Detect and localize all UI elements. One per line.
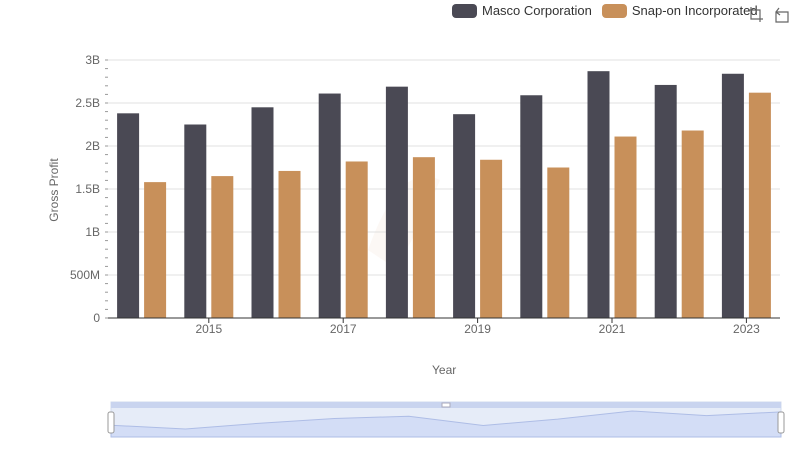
x-tick-label: 2023 — [733, 322, 760, 336]
legend-swatch-snapon — [601, 3, 627, 18]
bar-masco-2021[interactable] — [587, 71, 610, 319]
bar-snapon-2023[interactable] — [748, 92, 771, 319]
bars — [117, 71, 771, 319]
bar-masco-2018[interactable] — [385, 86, 408, 318]
bar-snapon-2022[interactable] — [681, 130, 704, 318]
data-zoom-slider[interactable] — [107, 401, 785, 438]
bar-snapon-2017[interactable] — [345, 161, 368, 318]
bar-snapon-2015[interactable] — [211, 176, 234, 318]
bar-masco-2017[interactable] — [318, 93, 341, 318]
bar-snapon-2018[interactable] — [412, 157, 435, 318]
slider-handle-right[interactable] — [777, 411, 785, 434]
y-axis-title: Gross Profit — [47, 158, 61, 222]
legend-label-snapon: Snap-on Incorporated — [631, 3, 758, 18]
y-tick-label: 500M — [70, 268, 100, 282]
bar-snapon-2016[interactable] — [278, 170, 301, 318]
crop-zoom-icon[interactable] — [747, 6, 765, 24]
y-tick-label: 2.5B — [75, 96, 100, 110]
x-axis-title: Year — [432, 363, 457, 377]
legend-item-snapon[interactable]: Snap-on Incorporated — [601, 3, 758, 18]
slider-overview-area — [110, 410, 782, 438]
y-tick-label: 1B — [85, 225, 100, 239]
y-tick-labels: 0 500M 1B 1.5B 2B 2.5B 3B — [70, 53, 100, 325]
x-tick-label: 2019 — [464, 322, 491, 336]
y-minor-ticks — [105, 59, 108, 319]
bar-snapon-2021[interactable] — [614, 136, 637, 318]
bar-snapon-2014[interactable] — [144, 182, 167, 318]
y-tick-label: 1.5B — [75, 182, 100, 196]
y-tick-label: 0 — [93, 311, 100, 325]
x-tick-label: 2017 — [330, 322, 357, 336]
slider-grip[interactable] — [441, 402, 451, 408]
x-tick-labels: 2015 2017 2019 2021 2023 — [195, 318, 760, 336]
x-tick-label: 2021 — [599, 322, 626, 336]
bar-masco-2014[interactable] — [117, 113, 140, 318]
legend-swatch-masco — [452, 3, 477, 18]
legend-item-masco[interactable]: Masco Corporation — [452, 3, 592, 18]
y-tick-label: 2B — [85, 139, 100, 153]
bar-snapon-2019[interactable] — [480, 159, 503, 318]
grid-lines — [108, 59, 780, 319]
bar-masco-2019[interactable] — [453, 114, 476, 319]
legend-label-masco: Masco Corporation — [482, 3, 592, 18]
bar-masco-2015[interactable] — [184, 124, 207, 319]
bar-masco-2020[interactable] — [520, 95, 543, 318]
bar-snapon-2020[interactable] — [547, 167, 570, 319]
slider-handle-left[interactable] — [107, 411, 115, 434]
bar-masco-2016[interactable] — [251, 107, 274, 318]
legend: Masco Corporation Snap-on Incorporated — [452, 3, 768, 18]
restore-icon[interactable] — [773, 6, 791, 24]
bar-masco-2022[interactable] — [654, 84, 677, 318]
x-tick-label: 2015 — [195, 322, 222, 336]
y-tick-label: 3B — [85, 53, 100, 67]
bar-masco-2023[interactable] — [721, 73, 744, 318]
